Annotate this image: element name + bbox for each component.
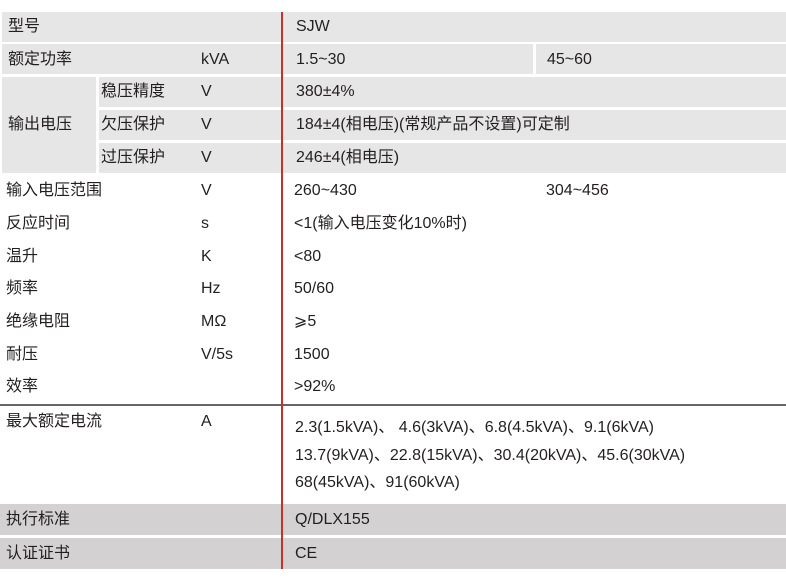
sub-unit: V bbox=[201, 116, 212, 133]
label: 绝缘电阻 bbox=[6, 313, 71, 330]
unit: K bbox=[201, 248, 212, 265]
sub-label: 欠压保护 bbox=[101, 116, 166, 133]
unit: A bbox=[201, 413, 212, 430]
value: 1500 bbox=[294, 346, 330, 363]
row-bg bbox=[0, 538, 786, 569]
value-line: 13.7(9kVA)、22.8(15kVA)、30.4(20kVA)、45.6(… bbox=[295, 447, 686, 464]
value-model: SJW bbox=[296, 18, 330, 35]
label: 效率 bbox=[6, 378, 39, 395]
unit-rated-power: kVA bbox=[201, 51, 230, 68]
sub-value: 184±4(相电压)(常规产品不设置)可定制 bbox=[296, 116, 570, 133]
row-bg bbox=[536, 44, 786, 74]
value: ⩾5 bbox=[294, 313, 317, 330]
value-2: 304~456 bbox=[546, 182, 609, 199]
unit: V bbox=[201, 182, 212, 199]
row-bg bbox=[0, 504, 786, 535]
label-rated-power: 额定功率 bbox=[8, 51, 73, 68]
label-standard: 执行标准 bbox=[6, 511, 71, 528]
value: CE bbox=[295, 545, 318, 562]
row-bg bbox=[99, 110, 786, 140]
sub-label: 过压保护 bbox=[101, 149, 166, 166]
value-rated-power-2: 45~60 bbox=[547, 51, 592, 68]
label-model: 型号 bbox=[8, 18, 41, 35]
label-certificate: 认证证书 bbox=[6, 545, 71, 562]
unit: s bbox=[201, 215, 209, 232]
sub-value: 246±4(相电压) bbox=[296, 149, 400, 166]
sub-value: 380±4% bbox=[296, 83, 355, 100]
label-max-current: 最大额定电流 bbox=[6, 413, 103, 430]
label-input-range: 输入电压范围 bbox=[6, 182, 103, 199]
label: 耐压 bbox=[6, 346, 39, 363]
value: 260~430 bbox=[294, 182, 357, 199]
value: 50/60 bbox=[294, 280, 335, 297]
value: <1(输入电压变化10%时) bbox=[294, 215, 467, 232]
group-label-bg bbox=[2, 77, 96, 173]
label: 频率 bbox=[6, 280, 39, 297]
divider bbox=[0, 404, 786, 406]
value: Q/DLX155 bbox=[295, 511, 370, 528]
value: <80 bbox=[294, 248, 322, 265]
row-bg bbox=[2, 12, 786, 42]
label: 温升 bbox=[6, 248, 39, 265]
label: 反应时间 bbox=[6, 215, 71, 232]
value-rated-power: 1.5~30 bbox=[296, 51, 346, 68]
row-bg bbox=[99, 77, 786, 107]
row-bg bbox=[2, 44, 533, 74]
unit: V/5s bbox=[201, 346, 234, 363]
label-output-voltage: 输出电压 bbox=[8, 116, 73, 133]
value-line: 68(45kVA)、91(60kVA) bbox=[295, 474, 460, 491]
sub-unit: V bbox=[201, 149, 212, 166]
value-line: 2.3(1.5kVA)、 4.6(3kVA)、6.8(4.5kVA)、9.1(6… bbox=[295, 419, 654, 436]
sub-label: 稳压精度 bbox=[101, 83, 166, 100]
value: >92% bbox=[294, 378, 336, 395]
column-divider bbox=[281, 12, 283, 569]
unit: MΩ bbox=[201, 313, 227, 330]
row-bg bbox=[99, 143, 786, 173]
unit: Hz bbox=[201, 280, 221, 297]
sub-unit: V bbox=[201, 83, 212, 100]
